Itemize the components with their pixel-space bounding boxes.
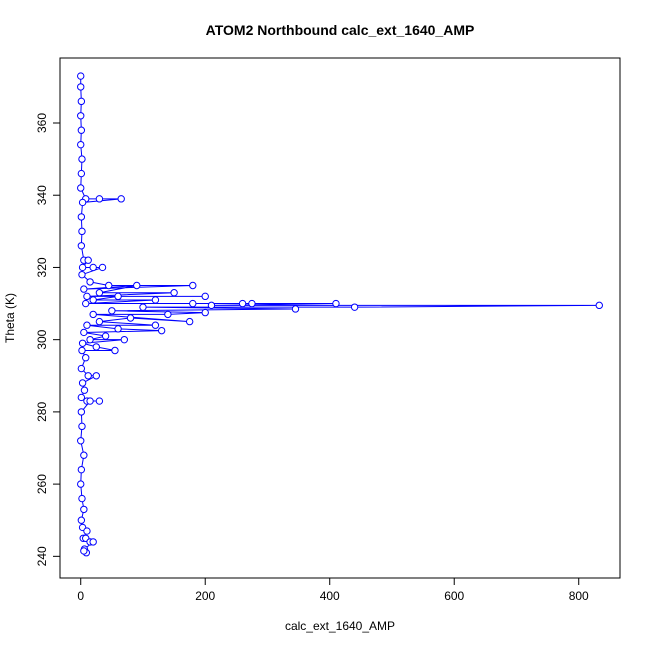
plot-box — [59, 57, 621, 579]
point — [86, 278, 94, 286]
point — [350, 303, 359, 311]
point — [185, 317, 194, 326]
point — [164, 310, 172, 319]
point — [248, 299, 256, 308]
point — [78, 263, 87, 272]
y-tick-label: 300 — [35, 329, 49, 349]
point — [170, 289, 178, 297]
point — [77, 408, 86, 416]
point — [595, 301, 603, 310]
point — [189, 299, 197, 308]
point — [98, 263, 107, 272]
point — [83, 321, 91, 329]
point — [86, 397, 94, 405]
point — [133, 281, 141, 290]
x-tick-label: 600 — [444, 589, 464, 603]
point — [84, 372, 92, 380]
point — [332, 299, 340, 308]
point — [151, 296, 160, 304]
point — [83, 292, 91, 301]
point — [77, 480, 85, 488]
chart-title: ATOM2 Northbound calc_ext_1640_AMP — [206, 22, 475, 38]
point — [82, 354, 90, 362]
point — [189, 281, 197, 290]
point — [105, 281, 113, 290]
x-tick-label: 800 — [569, 589, 589, 603]
point — [77, 112, 85, 120]
point — [78, 494, 86, 503]
point — [95, 397, 104, 405]
point — [291, 305, 300, 313]
point — [126, 314, 135, 322]
point — [80, 328, 88, 337]
point — [89, 538, 97, 546]
point — [120, 335, 129, 344]
point — [77, 242, 86, 250]
x-tick-label: 400 — [320, 589, 340, 603]
y-tick-label: 240 — [35, 546, 49, 566]
point — [151, 321, 160, 329]
point — [78, 155, 86, 163]
point — [114, 292, 122, 301]
point — [77, 140, 85, 149]
point — [77, 184, 85, 192]
point — [89, 296, 97, 304]
point — [95, 195, 104, 203]
x-tick-label: 0 — [77, 589, 84, 603]
point — [82, 299, 90, 308]
point — [108, 307, 116, 315]
x-axis-label: calc_ext_1640_AMP — [285, 619, 395, 633]
point — [78, 227, 86, 236]
point — [77, 364, 86, 373]
point — [77, 169, 86, 178]
point — [89, 310, 97, 319]
y-tick-label: 360 — [35, 113, 49, 133]
point — [80, 285, 88, 293]
point — [77, 126, 86, 134]
point — [86, 335, 94, 344]
y-axis-label: Theta (K) — [3, 293, 17, 343]
point — [77, 393, 86, 402]
point — [78, 422, 86, 431]
point — [78, 339, 87, 347]
point — [157, 326, 166, 335]
point — [92, 372, 100, 380]
y-tick-label: 320 — [35, 257, 49, 277]
point — [111, 346, 119, 355]
point — [84, 256, 92, 264]
point — [78, 379, 87, 387]
point — [77, 516, 86, 524]
point — [92, 343, 100, 351]
point — [83, 527, 91, 535]
point — [207, 301, 216, 310]
point — [80, 505, 88, 514]
point — [78, 270, 86, 279]
point — [77, 213, 86, 221]
point — [77, 437, 85, 445]
point — [80, 547, 88, 555]
point — [78, 198, 87, 207]
point — [77, 83, 85, 91]
point — [95, 317, 104, 326]
point — [95, 289, 104, 297]
y-tick-label: 340 — [35, 185, 49, 205]
point — [89, 263, 97, 272]
point — [80, 386, 89, 394]
point — [78, 346, 86, 355]
y-tick-label: 260 — [35, 474, 49, 494]
point — [114, 325, 122, 333]
point — [101, 332, 110, 340]
point — [80, 451, 88, 459]
y-tick-label: 280 — [35, 402, 49, 422]
point — [77, 97, 86, 106]
point — [238, 299, 247, 308]
point — [201, 308, 209, 317]
point — [201, 292, 209, 301]
point — [77, 465, 86, 474]
point — [77, 72, 85, 80]
point — [117, 195, 125, 203]
point — [139, 303, 147, 311]
x-tick-label: 200 — [195, 589, 215, 603]
